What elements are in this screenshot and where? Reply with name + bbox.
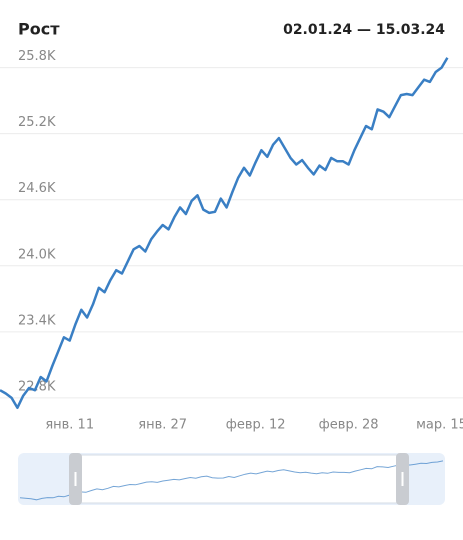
x-tick-label: янв. 27 [138, 418, 187, 433]
x-tick-label: мар. 15 [416, 418, 463, 433]
date-range: 02.01.24 — 15.03.24 [283, 22, 445, 38]
line [0, 57, 449, 410]
y-tick-label: 24.6K [18, 181, 56, 196]
y-tick-label: 25.8K [18, 49, 56, 64]
navigator-line [19, 460, 444, 501]
x-tick-label: февр. 28 [319, 418, 379, 433]
x-tick-label: февр. 12 [226, 418, 286, 433]
navigator-window[interactable] [75, 454, 403, 504]
y-tick-label: 25.2K [18, 115, 56, 130]
x-tick-label: янв. 11 [45, 418, 94, 433]
chart-title: Рост [18, 20, 60, 39]
y-tick-label: 23.4K [18, 313, 56, 328]
y-tick-label: 24.0K [18, 247, 56, 262]
